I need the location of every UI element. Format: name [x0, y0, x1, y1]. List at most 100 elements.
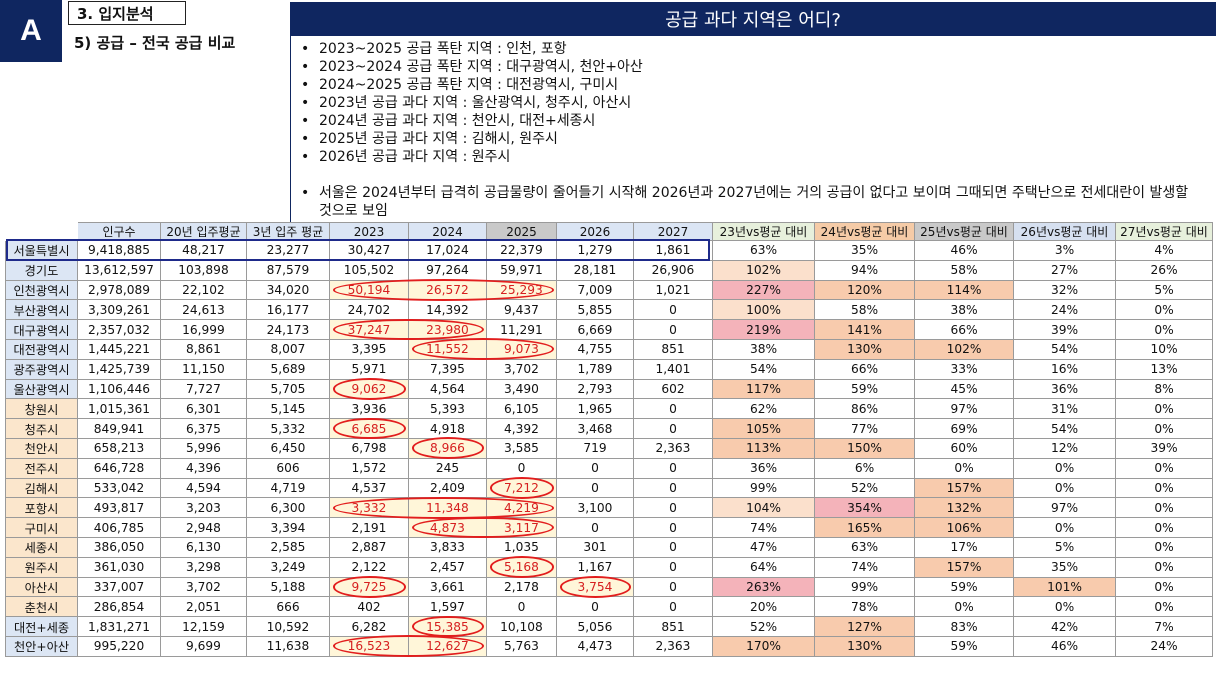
table-cell: 3,332 — [329, 497, 409, 519]
table-cell: 10% — [1115, 338, 1213, 360]
table-header: 2027 — [633, 222, 713, 241]
table-cell: 69% — [914, 418, 1014, 439]
table-cell: 13,612,597 — [77, 259, 161, 281]
table-cell: 78% — [814, 596, 915, 618]
table-cell: 0% — [1115, 556, 1213, 578]
table-header: 3년 입주 평균 — [246, 222, 330, 241]
table-cell: 2,051 — [160, 596, 247, 618]
table-cell: 1,279 — [556, 240, 634, 261]
table-cell: 286,854 — [77, 596, 161, 618]
table-cell: 851 — [633, 338, 713, 360]
table-cell: 50,194 — [329, 279, 409, 301]
table-cell: 9,725 — [329, 576, 409, 598]
table-cell: 9,699 — [160, 635, 247, 657]
table-cell: 245 — [408, 457, 487, 479]
table-cell: 0 — [556, 477, 634, 499]
table-cell: 6,105 — [486, 398, 557, 420]
table-cell: 48,217 — [160, 240, 247, 261]
table-cell: 0% — [1013, 457, 1116, 479]
table-row: 춘천시 286,854 2,051 666 402 1,597 0 0 0 20% 78% 0% 0% 0… — [5, 596, 1213, 618]
table-row: 광주광역시 1,425,739 11,150 5,689 5,971 7,395 3,702… — [5, 358, 1213, 380]
table-row: 아산시 337,007 3,702 5,188 9,725 3,661 2,178 3,754… — [5, 576, 1213, 598]
table-cell: 9,437 — [486, 299, 557, 321]
table-cell: 4,918 — [408, 418, 487, 439]
table-cell: 0% — [1115, 319, 1213, 340]
table-cell: 5,689 — [246, 358, 330, 380]
table-cell: 6% — [814, 457, 915, 479]
table-header: 2026 — [556, 222, 634, 241]
table-cell: 3,702 — [160, 576, 247, 598]
table-cell: 3,490 — [486, 378, 557, 400]
table-cell: 15,385 — [408, 616, 487, 637]
table-cell: 2,363 — [633, 635, 713, 657]
table-cell: 602 — [633, 378, 713, 400]
table-cell: 5,168 — [486, 556, 557, 578]
table-cell: 132% — [914, 497, 1014, 519]
table-cell: 4,473 — [556, 635, 634, 657]
table-row: 원주시 361,030 3,298 3,249 2,122 2,457 5,168 1,167… — [5, 556, 1213, 578]
table-cell: 26,906 — [633, 259, 713, 281]
table-cell: 1,425,739 — [77, 358, 161, 380]
table-header: 27년vs평균 대비 — [1115, 222, 1213, 241]
table-cell: 0 — [633, 319, 713, 340]
table-cell: 4,537 — [329, 477, 409, 499]
table-cell: 3,394 — [246, 517, 330, 538]
table-cell: 1,167 — [556, 556, 634, 578]
table-cell: 58% — [914, 259, 1014, 281]
section-title: 3. 입지분석 — [68, 1, 186, 25]
region-name-cell: 인천광역시 — [5, 279, 78, 301]
table-cell: 4,594 — [160, 477, 247, 499]
table-row: 청주시 849,941 6,375 5,332 6,685 4,918 4,392 3,468… — [5, 418, 1213, 439]
table-cell: 0% — [914, 457, 1014, 479]
table-cell: 3,702 — [486, 358, 557, 380]
table-header: 26년vs평균 대비 — [1013, 222, 1116, 241]
region-name-cell: 서울특별시 — [5, 240, 78, 261]
table-header: 2023 — [329, 222, 409, 241]
table-cell: 0% — [1115, 299, 1213, 321]
table-cell: 11,150 — [160, 358, 247, 380]
notes-panel: 2023~2025 공급 폭탄 지역 : 인천, 포항 2023~2024 공급… — [290, 36, 1216, 222]
table-cell: 99% — [712, 477, 815, 499]
table-cell: 0 — [633, 418, 713, 439]
table-cell: 3,661 — [408, 576, 487, 598]
region-name-cell: 포항시 — [5, 497, 78, 519]
table-header: 25년vs평균 대비 — [914, 222, 1014, 241]
table-cell: 24% — [1115, 635, 1213, 657]
table-cell: 54% — [1013, 338, 1116, 360]
table-cell: 606 — [246, 457, 330, 479]
table-cell: 31% — [1013, 398, 1116, 420]
table-cell: 105,502 — [329, 259, 409, 281]
table-cell: 354% — [814, 497, 915, 519]
table-row: 김해시 533,042 4,594 4,719 4,537 2,409 7,212 0 0 99%… — [5, 477, 1213, 499]
table-cell: 34,020 — [246, 279, 330, 301]
table-cell: 1,021 — [633, 279, 713, 301]
table-cell: 102% — [914, 338, 1014, 360]
table-cell: 16,177 — [246, 299, 330, 321]
table-cell: 10,592 — [246, 616, 330, 637]
table-cell: 7% — [1115, 616, 1213, 637]
table-cell: 22,379 — [486, 240, 557, 261]
table-cell: 0% — [1115, 576, 1213, 598]
table-cell: 2,363 — [633, 437, 713, 459]
table-header-row: 인구수 20년 입주평균 3년 입주 평균 2023 2024 2025 202… — [5, 222, 1213, 241]
table-cell: 86% — [814, 398, 915, 420]
table-cell: 106% — [914, 517, 1014, 538]
table-cell: 6,301 — [160, 398, 247, 420]
table-cell: 4% — [1115, 240, 1213, 261]
table-cell: 13% — [1115, 358, 1213, 380]
table-cell: 849,941 — [77, 418, 161, 439]
table-row: 천안+아산 995,220 9,699 11,638 16,523 12,627 5,763… — [5, 635, 1213, 657]
region-name-cell: 세종시 — [5, 536, 78, 558]
table-cell: 32% — [1013, 279, 1116, 301]
table-cell: 3,249 — [246, 556, 330, 578]
table-cell: 6,282 — [329, 616, 409, 637]
section-badge: A — [0, 0, 62, 62]
table-cell: 4,219 — [486, 497, 557, 519]
table-cell: 24,173 — [246, 319, 330, 340]
table-cell: 46% — [914, 240, 1014, 261]
table-cell: 24,613 — [160, 299, 247, 321]
table-cell: 0% — [1115, 536, 1213, 558]
table-cell: 0% — [1115, 418, 1213, 439]
table-cell: 102% — [712, 259, 815, 281]
table-cell: 6,450 — [246, 437, 330, 459]
